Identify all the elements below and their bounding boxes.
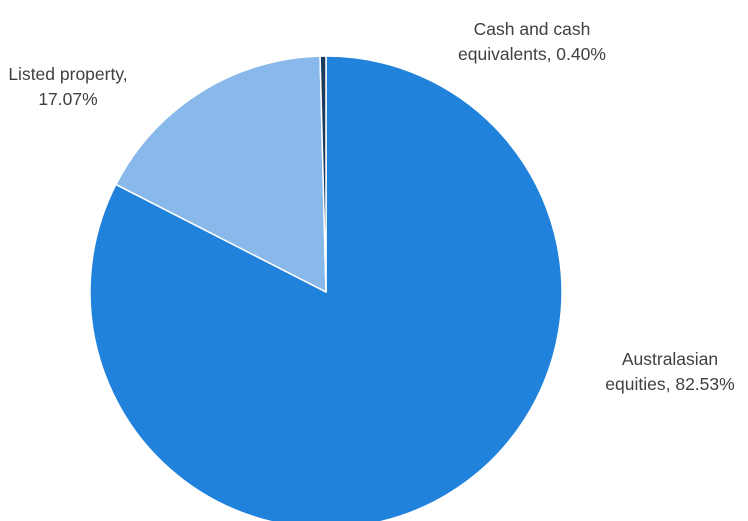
data-label-line: Australasian <box>622 349 718 369</box>
data-label-cash-and-cash-equivalents: Cash and cash equivalents, 0.40% <box>458 19 606 64</box>
data-label-line: equivalents, 0.40% <box>458 44 606 64</box>
data-label-listed-property: Listed property, 17.07% <box>8 64 127 109</box>
data-label-line: equities, 82.53% <box>605 374 734 394</box>
data-label-line: Cash and cash <box>474 19 591 39</box>
slices-layer <box>90 56 562 521</box>
data-label-line: Listed property, <box>8 64 127 84</box>
data-label-australasian-equities: Australasian equities, 82.53% <box>605 349 734 394</box>
data-label-line: 17.07% <box>38 89 97 109</box>
